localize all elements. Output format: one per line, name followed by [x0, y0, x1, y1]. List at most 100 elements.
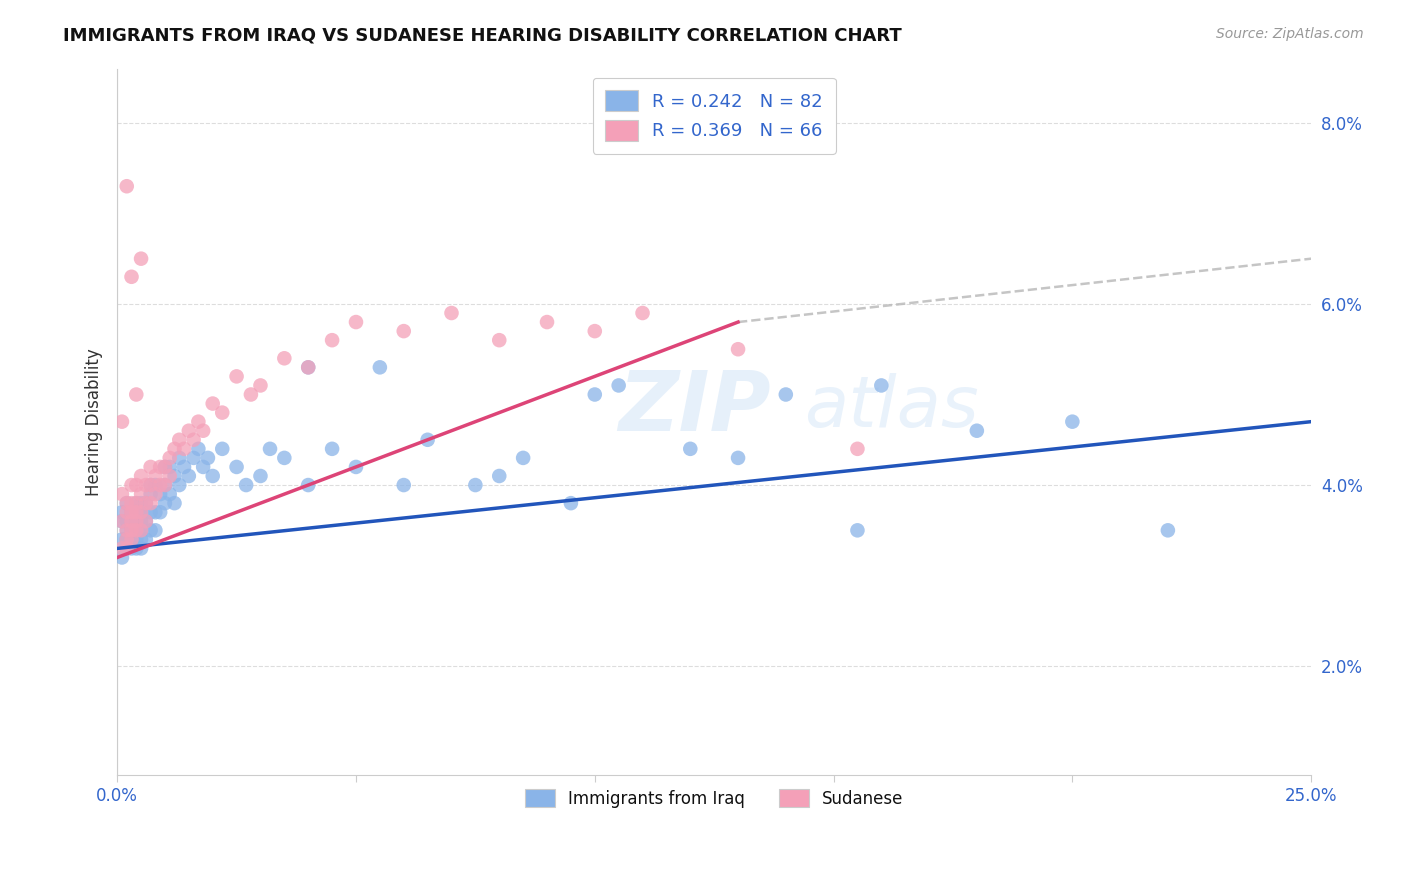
Point [115, 496, 138, 510]
Point [368, 360, 391, 375]
Point [129, 252, 152, 266]
Point [129, 487, 152, 501]
Point [344, 315, 367, 329]
Point [135, 514, 157, 528]
Point [111, 415, 134, 429]
Point [1062, 415, 1084, 429]
Point [125, 387, 148, 401]
Point [259, 442, 281, 456]
Point [135, 496, 157, 510]
Point [121, 541, 143, 556]
Point [392, 478, 415, 492]
Point [153, 478, 176, 492]
Point [846, 442, 869, 456]
Point [125, 541, 148, 556]
Point [169, 433, 191, 447]
Point [631, 306, 654, 320]
Point [139, 478, 162, 492]
Point [139, 496, 162, 510]
Text: Source: ZipAtlas.com: Source: ZipAtlas.com [1216, 27, 1364, 41]
Point [121, 524, 143, 538]
Point [125, 478, 148, 492]
Point [115, 541, 138, 556]
Point [225, 459, 247, 474]
Point [125, 505, 148, 519]
Point [297, 360, 319, 375]
Point [177, 424, 200, 438]
Point [177, 469, 200, 483]
Point [153, 478, 176, 492]
Point [121, 505, 143, 519]
Point [145, 524, 167, 538]
Point [846, 524, 869, 538]
Point [121, 514, 143, 528]
Point [115, 514, 138, 528]
Point [121, 505, 143, 519]
Point [211, 406, 233, 420]
Point [183, 433, 205, 447]
Point [121, 496, 143, 510]
Point [488, 469, 510, 483]
Point [966, 424, 988, 438]
Point [115, 179, 138, 194]
Point [129, 496, 152, 510]
Point [145, 505, 167, 519]
Point [149, 505, 172, 519]
Point [111, 514, 134, 528]
Point [416, 433, 439, 447]
Point [191, 424, 214, 438]
Point [249, 378, 271, 392]
Point [125, 524, 148, 538]
Point [440, 306, 463, 320]
Point [149, 487, 172, 501]
Point [153, 459, 176, 474]
Point [129, 524, 152, 538]
Point [139, 487, 162, 501]
Point [163, 442, 186, 456]
Point [121, 514, 143, 528]
Point [239, 387, 262, 401]
Point [125, 514, 148, 528]
Point [173, 459, 195, 474]
Point [163, 469, 186, 483]
Point [111, 505, 134, 519]
Point [129, 533, 152, 547]
Point [145, 487, 167, 501]
Point [125, 524, 148, 538]
Point [129, 505, 152, 519]
Point [159, 459, 181, 474]
Point [135, 533, 157, 547]
Point [225, 369, 247, 384]
Point [321, 333, 343, 347]
Point [129, 514, 152, 528]
Point [512, 450, 534, 465]
Point [121, 533, 143, 547]
Point [183, 450, 205, 465]
Point [125, 496, 148, 510]
Point [201, 469, 224, 483]
Point [129, 541, 152, 556]
Point [139, 459, 162, 474]
Point [187, 442, 209, 456]
Point [111, 487, 134, 501]
Point [129, 469, 152, 483]
Point [273, 450, 295, 465]
Point [169, 450, 191, 465]
Point [187, 415, 209, 429]
Point [191, 459, 214, 474]
Point [235, 478, 257, 492]
Point [775, 387, 797, 401]
Point [870, 378, 893, 392]
Point [135, 478, 157, 492]
Point [159, 469, 181, 483]
Point [536, 315, 558, 329]
Point [111, 533, 134, 547]
Point [139, 524, 162, 538]
Point [392, 324, 415, 338]
Point [115, 524, 138, 538]
Point [111, 550, 134, 565]
Point [197, 450, 219, 465]
Point [159, 487, 181, 501]
Point [121, 478, 143, 492]
Point [115, 541, 138, 556]
